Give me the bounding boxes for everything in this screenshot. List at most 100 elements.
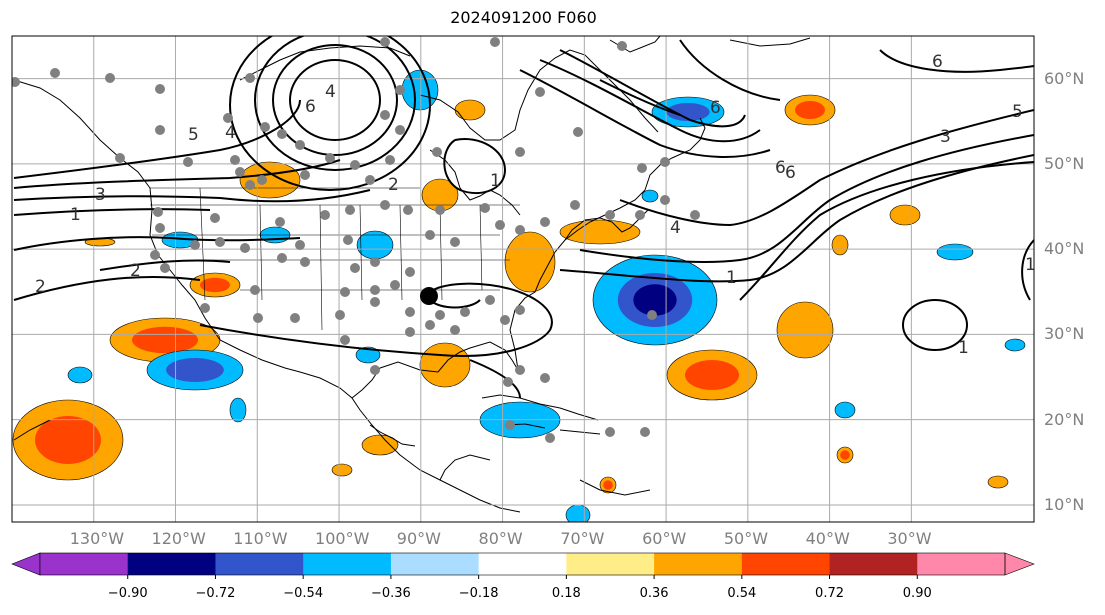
anomaly-blob — [834, 401, 856, 419]
station-dot — [605, 210, 615, 220]
contour-label: 3 — [95, 185, 106, 205]
station-dot — [250, 285, 260, 295]
station-dot — [660, 195, 670, 205]
lon-label: 130°W — [69, 529, 125, 548]
anomaly-blob-core — [200, 277, 230, 293]
station-dot — [617, 41, 627, 51]
station-dot — [343, 235, 353, 245]
station-dot — [435, 310, 445, 320]
station-dot — [573, 127, 583, 137]
station-dot — [105, 73, 115, 83]
anomaly-blob-core — [166, 358, 224, 382]
station-dot — [365, 175, 375, 185]
station-dot — [190, 240, 200, 250]
station-dot — [385, 155, 395, 165]
station-dot — [370, 297, 380, 307]
station-dot — [295, 240, 305, 250]
station-dot — [405, 307, 415, 317]
station-dot — [460, 307, 470, 317]
station-dot — [535, 87, 545, 97]
station-dot — [515, 305, 525, 315]
station-dot — [155, 223, 165, 233]
anomaly-blob — [936, 243, 974, 261]
colorbar-extend-low — [11, 552, 41, 576]
lon-label: 100°W — [315, 529, 370, 548]
station-dot — [235, 167, 245, 177]
colorbar-segment — [654, 553, 743, 575]
colorbar-tick-label: 0.36 — [639, 586, 669, 601]
station-dot — [345, 205, 355, 215]
station-dot — [260, 122, 270, 132]
station-dot — [570, 200, 580, 210]
anomaly-blob — [67, 366, 93, 384]
station-dot — [425, 230, 435, 240]
anomaly-blob-core — [685, 360, 739, 390]
station-dot — [647, 310, 657, 320]
map-grid — [12, 36, 1034, 522]
station-dot — [515, 225, 525, 235]
colorbar-tick-label: −0.72 — [195, 586, 236, 601]
anomaly-blob — [239, 161, 301, 199]
colorbar-segment — [390, 553, 480, 575]
station-dots — [12, 37, 700, 443]
anomaly-blob — [776, 301, 834, 359]
anomaly-blob-core — [132, 326, 198, 354]
station-dot — [150, 250, 160, 260]
station-dot — [340, 287, 350, 297]
anomaly-blob — [831, 234, 849, 256]
contour-label: 4 — [225, 123, 236, 143]
anomaly-blob-core — [840, 450, 850, 460]
lon-label: 40°W — [805, 529, 850, 548]
contour-label: 4 — [670, 218, 681, 238]
station-dot — [257, 175, 267, 185]
station-dot — [350, 263, 360, 273]
colorbar-segment — [303, 553, 392, 575]
station-dot — [435, 205, 445, 215]
contour-label: 6 — [305, 97, 316, 117]
colorbar-segment — [215, 553, 304, 575]
colorbar-extend-high — [1004, 552, 1035, 576]
colorbar-tick-label: −0.36 — [370, 586, 411, 601]
station-dot — [210, 213, 220, 223]
map-frame — [11, 35, 1035, 523]
lat-label: 30°N — [1044, 324, 1085, 344]
lon-label: 30°W — [887, 529, 932, 548]
station-dot — [335, 310, 345, 320]
colorbar-segment — [741, 553, 831, 575]
contour-label: 3 — [940, 127, 951, 147]
anomaly-blob — [454, 99, 486, 121]
station-dot — [223, 113, 233, 123]
colorbar-tick-label: 0.90 — [902, 586, 932, 601]
station-dot — [540, 217, 550, 227]
colorbar-tick-label: 0.18 — [551, 586, 581, 601]
anomaly-blob — [1004, 338, 1026, 352]
lon-label: 110°W — [233, 529, 288, 548]
station-dot — [390, 280, 400, 290]
station-dot — [545, 433, 555, 443]
station-dot — [340, 335, 350, 345]
lon-label: 60°W — [642, 529, 687, 548]
station-dot — [635, 210, 645, 220]
map-title: 2024091200 F060 — [450, 8, 597, 27]
colorbar-outline — [39, 552, 1006, 576]
station-dot — [200, 303, 210, 313]
colorbar-tick-label: −0.54 — [283, 586, 324, 601]
height-contours — [13, 36, 1034, 399]
colorbar — [11, 552, 1035, 579]
station-dot — [640, 427, 650, 437]
state-borders — [150, 187, 520, 331]
station-dot — [183, 157, 193, 167]
lon-label: 50°W — [723, 529, 769, 548]
station-dot — [405, 267, 415, 277]
contour-label: 1 — [1025, 255, 1036, 275]
station-dot — [690, 210, 700, 220]
station-dot — [12, 77, 20, 87]
station-dot — [240, 243, 250, 253]
station-dot — [300, 257, 310, 267]
anomaly-blob-core — [603, 480, 613, 490]
anomaly-blob — [559, 219, 641, 245]
contour-label: 1 — [490, 171, 501, 191]
anomaly-blob-core — [666, 103, 710, 121]
station-dot — [320, 210, 330, 220]
